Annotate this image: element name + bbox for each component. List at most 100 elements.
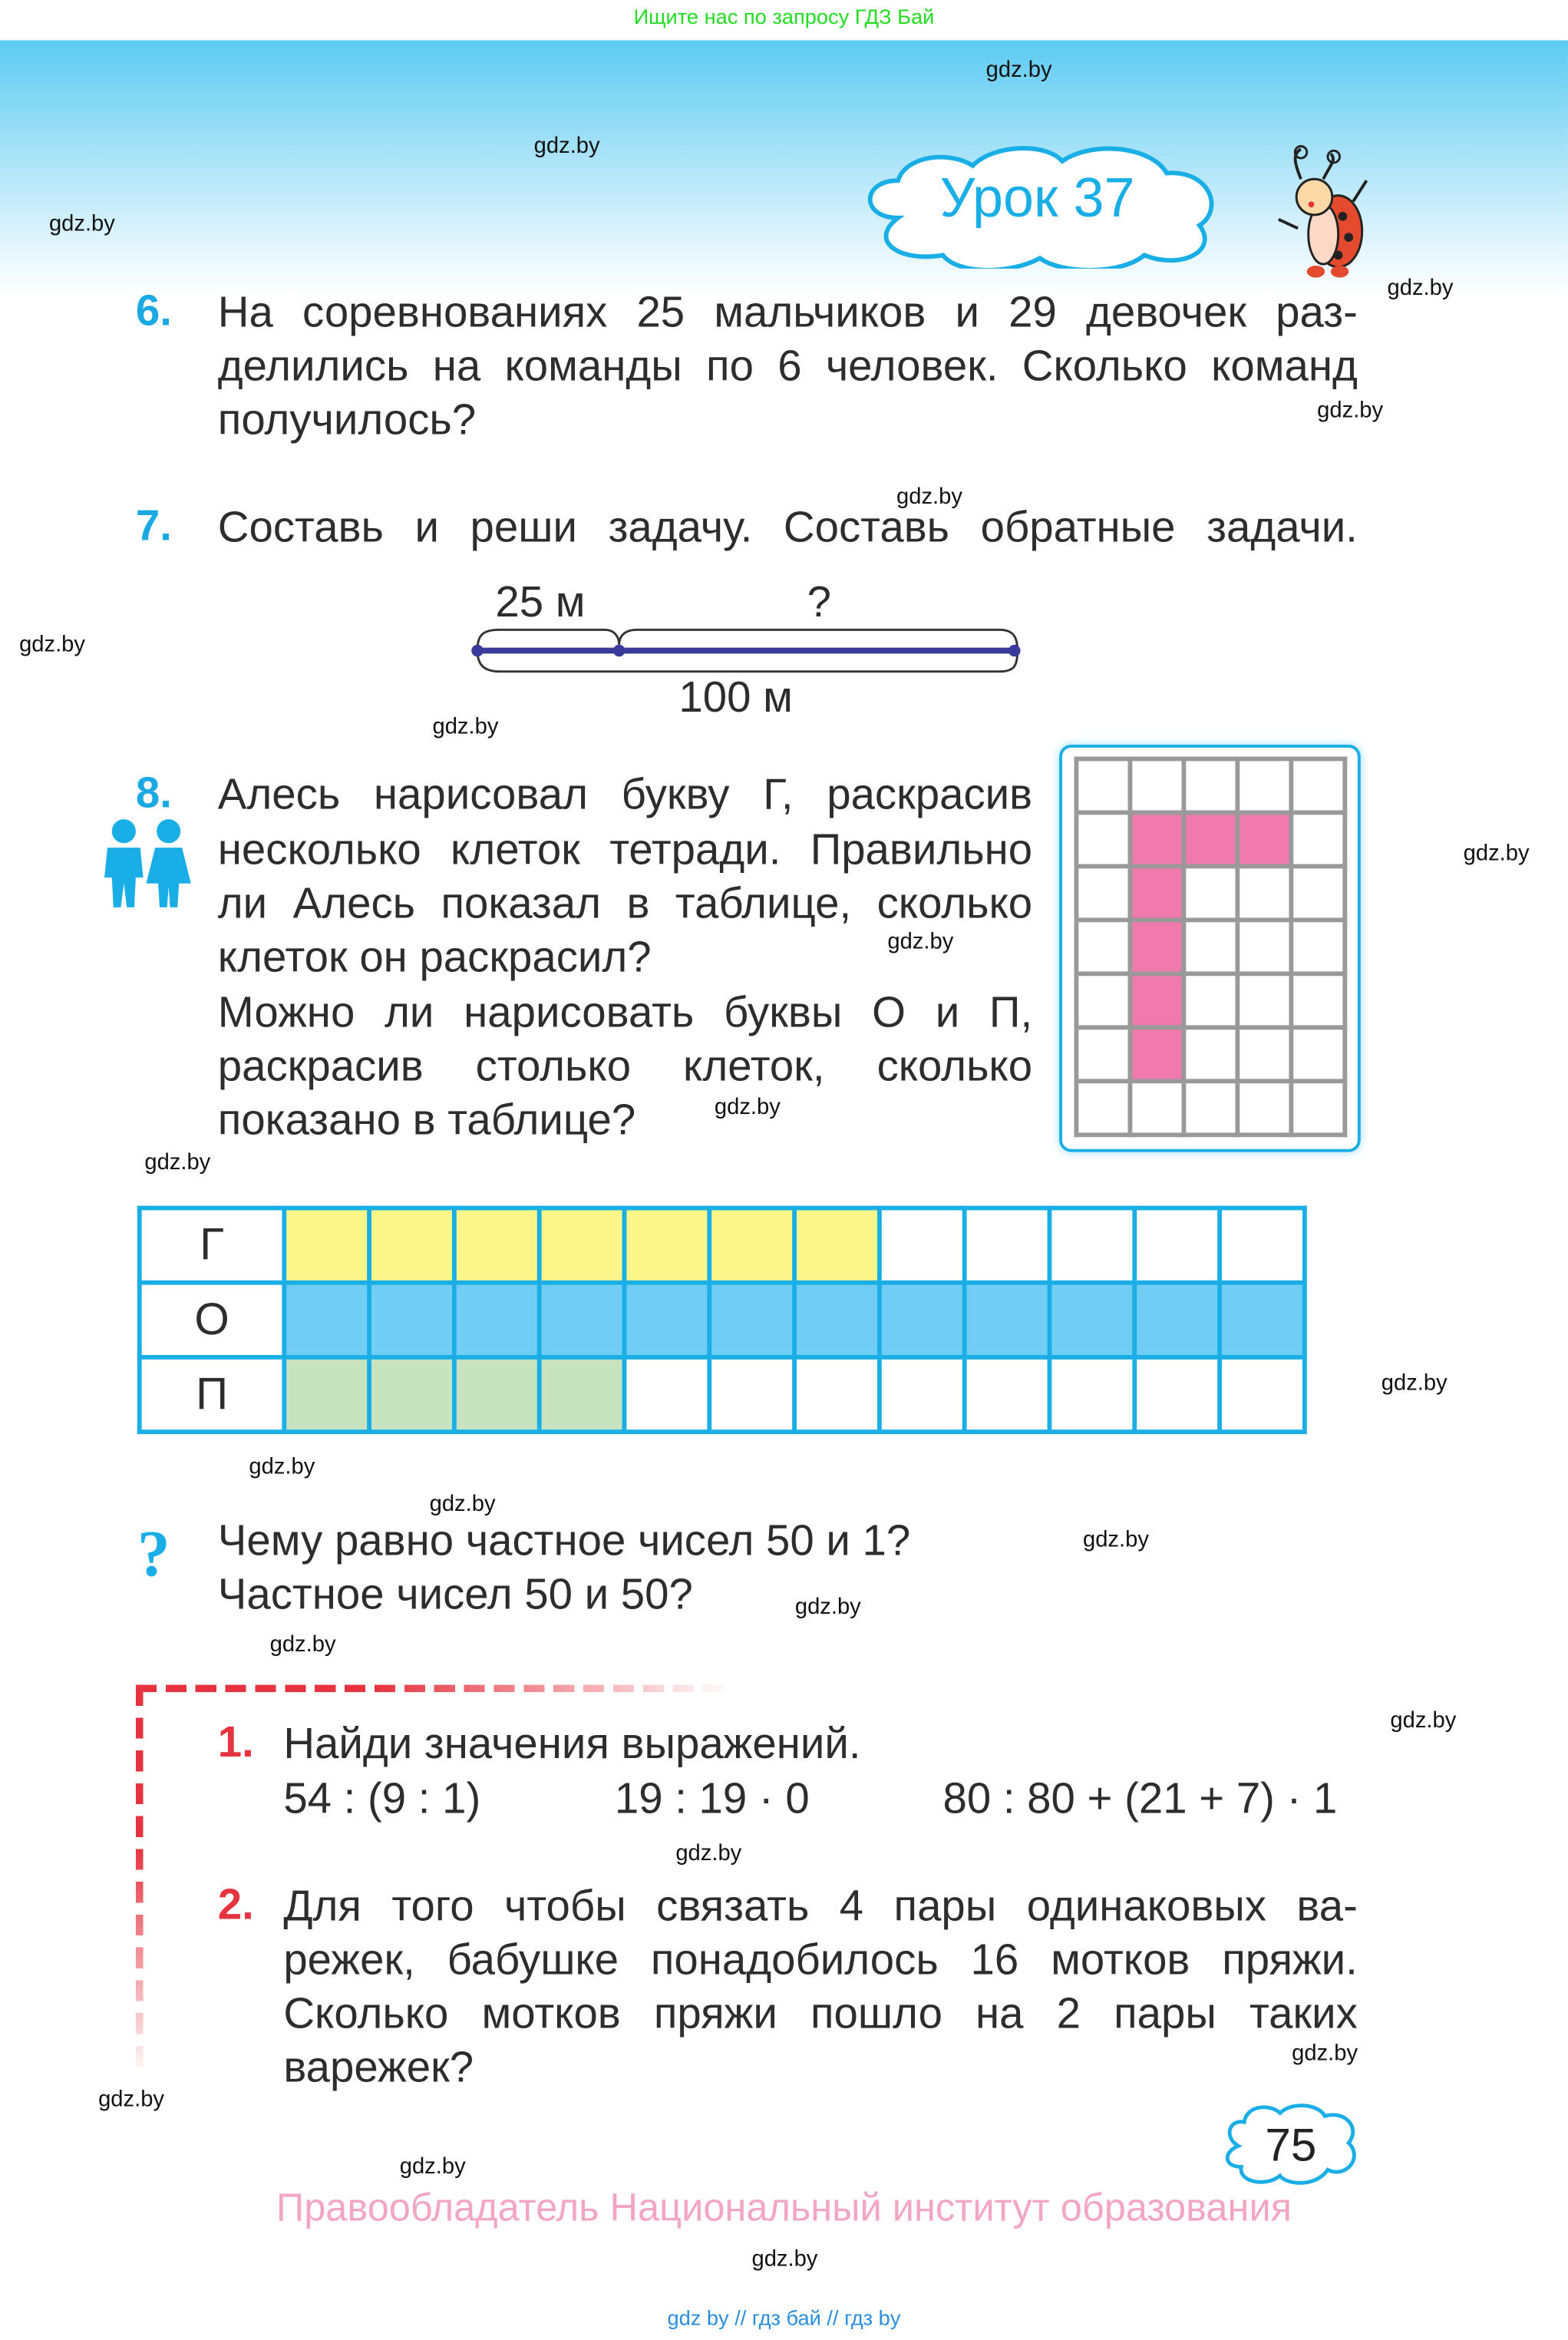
grid-cell	[1127, 1079, 1187, 1138]
count-cell	[1217, 1280, 1307, 1360]
copyright-notice: Правообладатель Национальный институт об…	[276, 2184, 1292, 2230]
top-banner[interactable]: Ищите нас по запросу ГДЗ Бай	[0, 0, 1568, 41]
letter-grid	[1074, 756, 1348, 1138]
task-6-line: На соревнованиях 25 мальчиков и 29 девоч…	[217, 289, 1358, 338]
question-line: Частное чисел 50 и 50?	[217, 1571, 693, 1620]
task-7-line: Составь и реши задачу. Составь обратные …	[217, 504, 1358, 553]
question-line: Чему равно частное чисел 50 и 1?	[217, 1517, 911, 1566]
review-top-border	[135, 1684, 733, 1693]
review-task-2-line: Сколько мотков пряжи пошло на 2 пары так…	[283, 1991, 1358, 2039]
review-task-1-title: Найди значения выражений.	[283, 1720, 861, 1769]
review-task-2-line: Для того чтобы связать 4 пары одинаковых…	[283, 1883, 1358, 1932]
watermark: gdz.by	[399, 2153, 466, 2180]
review-task-1-number: 1.	[217, 1719, 254, 1767]
svg-text:?: ?	[137, 1519, 170, 1591]
review-task-2-number: 2.	[217, 1882, 254, 1930]
count-cell	[1132, 1354, 1222, 1434]
grid-cell	[1181, 1079, 1240, 1138]
lesson-title: Урок 37	[939, 167, 1135, 229]
grid-cell	[1235, 864, 1294, 923]
count-cell	[1217, 1354, 1307, 1434]
review-left-border	[135, 1684, 144, 2081]
count-cell	[1047, 1280, 1137, 1360]
segment-part-label: 25 м	[495, 579, 586, 627]
watermark: gdz.by	[985, 57, 1052, 83]
expression: 19 : 19 · 0	[614, 1776, 810, 1824]
task-8-line: несколько клеток тетради. Правильно	[217, 826, 1033, 875]
count-cell	[622, 1354, 712, 1434]
grid-cell	[1289, 1025, 1348, 1084]
row-letter: Г	[137, 1205, 287, 1285]
row-letter: О	[137, 1280, 287, 1360]
grid-cell	[1235, 917, 1294, 977]
grid-cell	[1181, 756, 1240, 815]
grid-cell	[1127, 917, 1187, 977]
count-cell	[707, 1205, 797, 1285]
count-cell	[792, 1205, 882, 1285]
grid-cell	[1235, 1079, 1294, 1138]
grid-cell	[1235, 971, 1294, 1030]
count-cell	[962, 1280, 1052, 1360]
segment-unknown-label: ?	[807, 579, 831, 627]
watermark: gdz.by	[1463, 841, 1530, 867]
task-6-number: 6.	[135, 288, 172, 336]
count-cell	[707, 1280, 797, 1360]
table-row: П	[137, 1354, 1307, 1434]
grid-cell	[1289, 1079, 1348, 1138]
header-sky	[0, 40, 1568, 294]
pair-work-icon	[104, 819, 191, 907]
count-cell	[367, 1354, 457, 1434]
count-cell	[707, 1354, 797, 1434]
grid-cell	[1127, 971, 1187, 1030]
watermark: gdz.by	[1317, 398, 1384, 424]
grid-cell	[1235, 810, 1294, 869]
grid-cell	[1181, 864, 1240, 923]
count-cell	[876, 1354, 967, 1434]
expression: 54 : (9 : 1)	[283, 1776, 481, 1824]
grid-cell	[1127, 1025, 1187, 1084]
watermark: gdz.by	[98, 2087, 165, 2113]
watermark: gdz.by	[144, 1149, 211, 1175]
count-cell	[536, 1354, 627, 1434]
bottom-links[interactable]: gdz by // гдз бай // гдз by	[667, 2305, 901, 2330]
count-cell	[282, 1354, 372, 1434]
count-cell	[282, 1205, 372, 1285]
watermark: gdz.by	[1083, 1527, 1149, 1553]
watermark: gdz.by	[1292, 2041, 1358, 2067]
count-cell	[367, 1205, 457, 1285]
task-6-line: делились на команды по 6 человек. Скольк…	[217, 343, 1358, 392]
watermark: gdz.by	[896, 484, 962, 510]
task-6-line: получилось?	[217, 397, 477, 445]
count-cell	[622, 1205, 712, 1285]
grid-cell	[1074, 1025, 1133, 1084]
table-row: О	[137, 1280, 1307, 1360]
grid-cell	[1235, 1025, 1294, 1084]
grid-cell	[1127, 810, 1187, 869]
segment-total-label: 100 м	[678, 674, 793, 722]
question-icon: ?	[137, 1519, 170, 1591]
count-cell	[536, 1280, 627, 1360]
count-cell	[282, 1280, 372, 1360]
letter-grid-frame	[1059, 744, 1361, 1152]
task-7-number: 7.	[135, 503, 172, 551]
grid-cell	[1074, 971, 1133, 1030]
watermark: gdz.by	[48, 211, 115, 237]
grid-cell	[1074, 810, 1133, 869]
grid-cell	[1181, 971, 1240, 1030]
watermark: gdz.by	[19, 632, 85, 658]
watermark: gdz.by	[751, 2246, 818, 2272]
grid-cell	[1074, 1079, 1133, 1138]
task-8-line: Можно ли нарисовать буквы О и П,	[217, 989, 1033, 1037]
grid-cell	[1074, 756, 1133, 815]
watermark: gdz.by	[429, 1491, 496, 1517]
grid-cell	[1127, 756, 1187, 815]
count-cell	[962, 1354, 1052, 1434]
page-number-cloud	[1225, 2104, 1356, 2185]
lesson-cloud	[868, 146, 1214, 269]
count-cell	[451, 1354, 542, 1434]
grid-cell	[1181, 917, 1240, 977]
watermark: gdz.by	[1390, 1707, 1457, 1734]
count-cell	[451, 1205, 542, 1285]
task-8-line: раскрасив столько клеток, сколько	[217, 1043, 1033, 1091]
